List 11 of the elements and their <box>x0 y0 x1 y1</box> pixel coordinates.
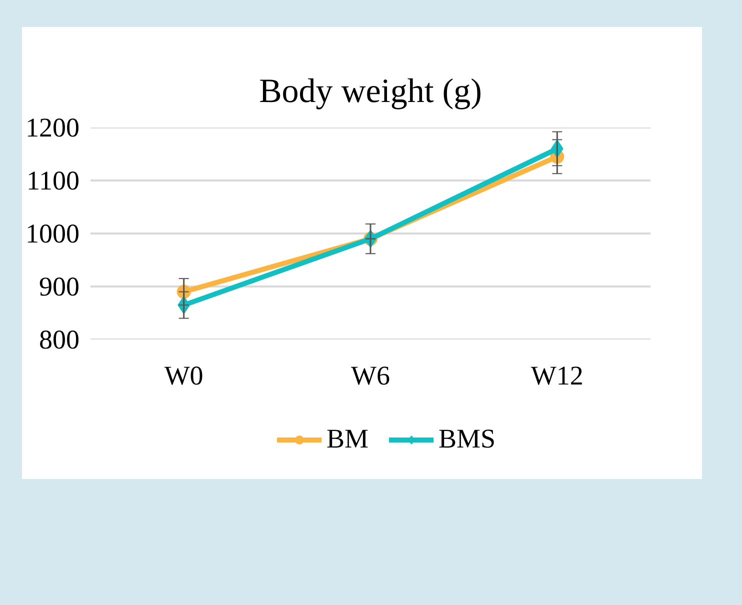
y-tick-label: 800 <box>39 324 80 354</box>
x-tick-label: W12 <box>530 360 584 390</box>
x-tick-label: W0 <box>164 360 204 390</box>
x-tick-label: W6 <box>351 360 390 390</box>
y-tick-label: 1100 <box>26 166 80 196</box>
y-tick-label: 1200 <box>26 112 80 142</box>
y-tick-label: 900 <box>39 272 80 302</box>
legend-label: BM <box>326 424 368 454</box>
y-tick-label: 1000 <box>26 218 80 248</box>
chart-title: Body weight (g) <box>259 73 482 110</box>
legend-label: BMS <box>438 424 496 454</box>
